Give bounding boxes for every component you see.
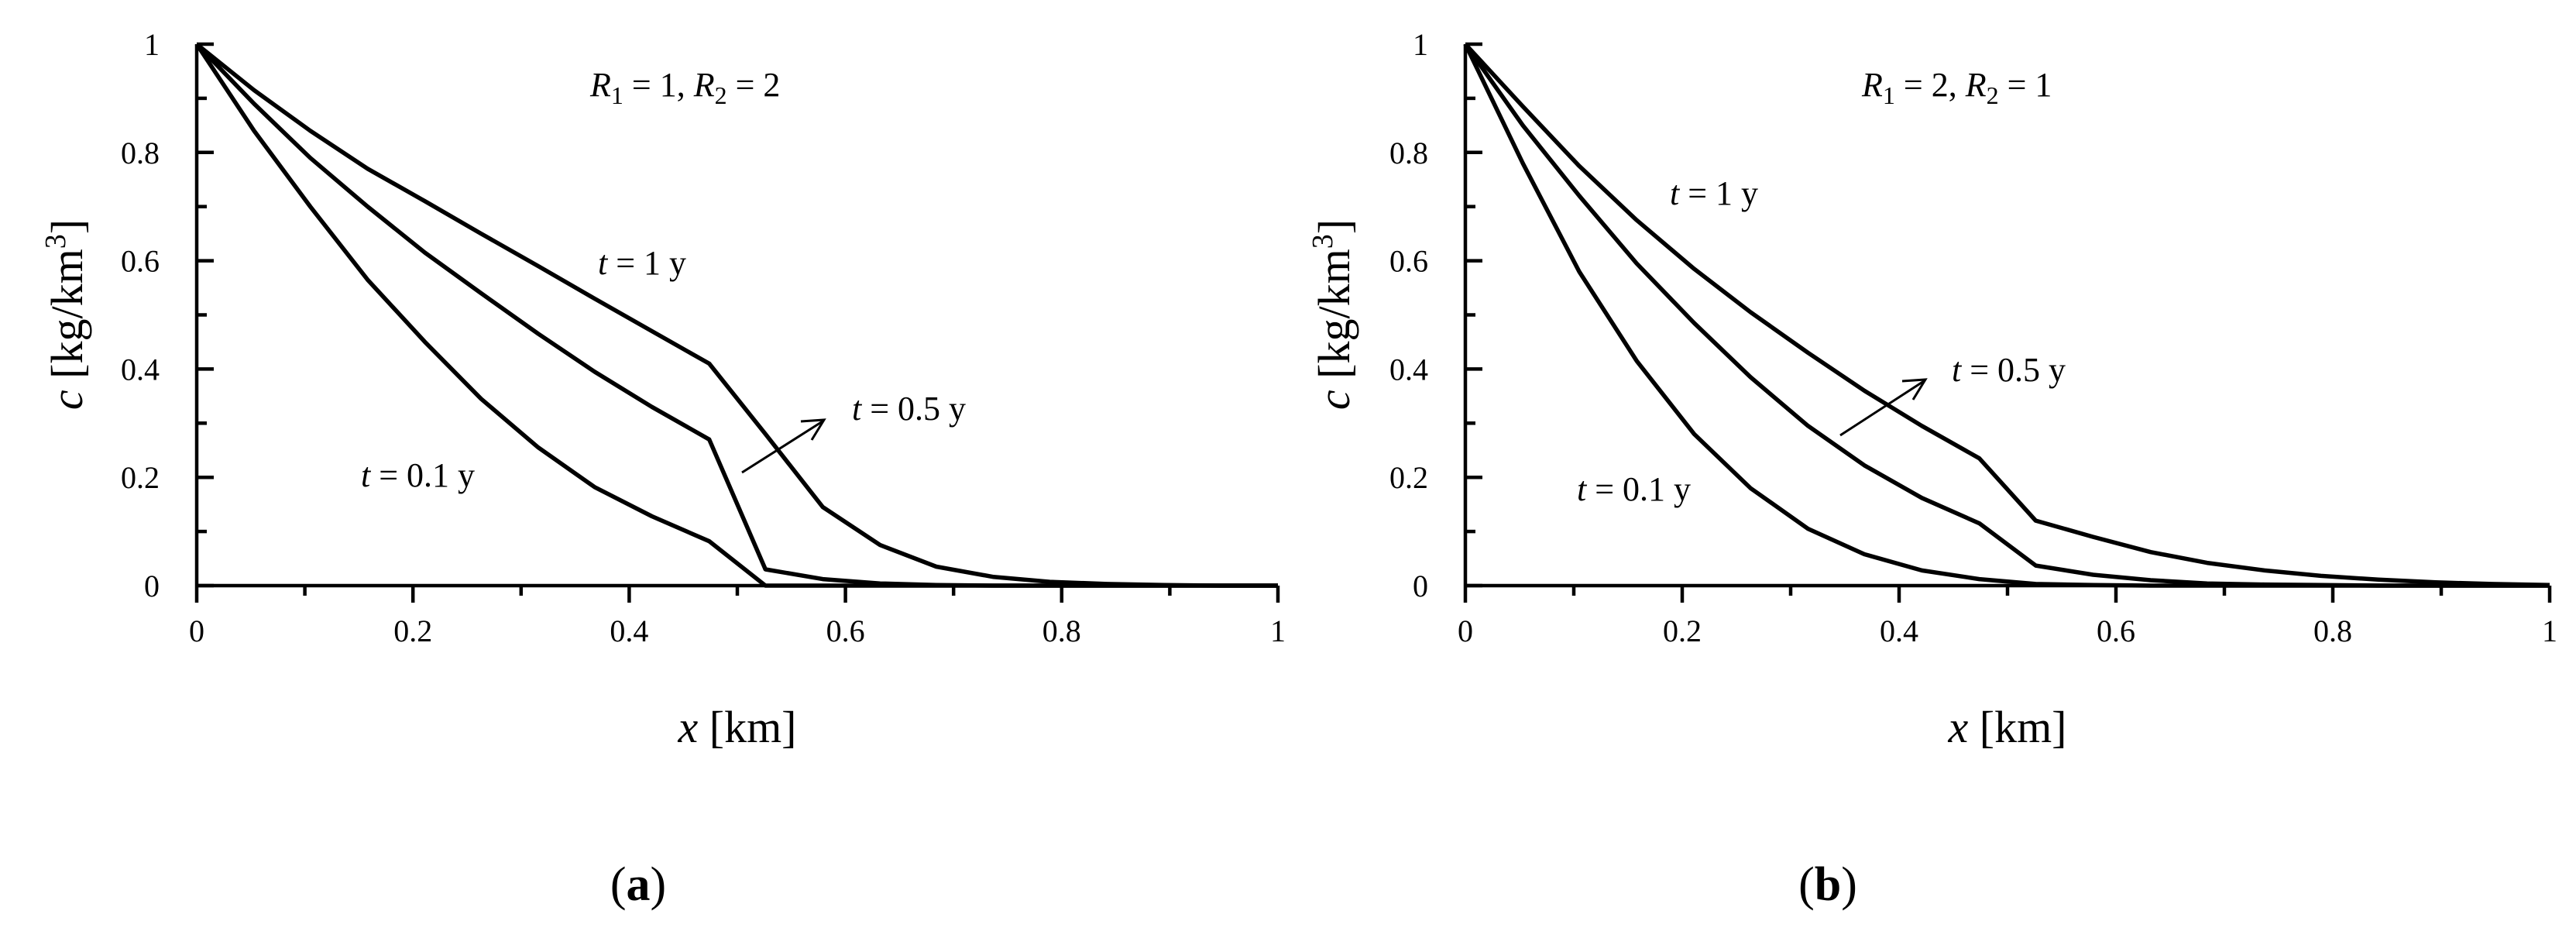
panel-a-ticks [194, 42, 1280, 603]
x-tick-label: 0.6 [826, 614, 865, 648]
y-tick-label: 0.2 [1389, 460, 1428, 495]
x-tick-label: 0.8 [1042, 614, 1081, 648]
y-tick-label: 1 [1413, 27, 1428, 62]
panel-b-label-t1: t = 1 y [1670, 174, 1758, 212]
series-line-t-1-y [195, 42, 1278, 588]
panel-a-label-t01: t = 0.1 y [361, 456, 475, 494]
y-tick-label: 0.6 [121, 244, 160, 279]
panel-a-xlabel: x [km] [678, 702, 797, 752]
y-tick-label: 0.2 [121, 460, 160, 495]
panel-a-tick-labels: 0 0.2 0.4 0.6 0.8 1 0 0.2 0.4 0.6 0.8 1 [121, 27, 1286, 648]
x-tick-label: 0.2 [1663, 614, 1702, 648]
x-tick-label: 0.8 [2313, 614, 2352, 648]
panel-a-ylabel: c [kg/km3] [39, 219, 92, 410]
series-line-t-1-y [1463, 43, 2550, 588]
panel-b: 0 0.2 0.4 0.6 0.8 1 0 0.2 0.4 0.6 0.8 1 R1 = 2, R2 … [1307, 27, 2557, 911]
panel-b-label-t01: t = 0.1 y [1577, 470, 1691, 508]
panel-b-ylabel: c [kg/km3] [1307, 219, 1359, 410]
y-tick-label: 0.8 [121, 136, 160, 170]
x-tick-label: 0 [189, 614, 204, 648]
panel-a-label-t05: t = 0.5 y [852, 390, 966, 428]
series-line-t-0-5-y [195, 43, 1278, 588]
x-tick-label: 0.2 [393, 614, 432, 648]
y-tick-label: 0.6 [1389, 244, 1428, 279]
y-tick-label: 1 [144, 27, 160, 62]
panel-a-label-t1: t = 1 y [598, 244, 686, 282]
panel-a-label: (a) [610, 858, 666, 911]
x-tick-label: 0 [1458, 614, 1473, 648]
panel-a-arrow [741, 418, 826, 474]
panel-b-label: (b) [1798, 858, 1857, 911]
x-tick-label: 1 [2542, 614, 2557, 648]
y-tick-label: 0.8 [1389, 136, 1428, 170]
x-tick-label: 0.4 [1880, 614, 1918, 648]
panel-b-arrow [1839, 378, 1928, 437]
y-tick-label: 0 [1413, 569, 1428, 603]
panel-b-title: R1 = 2, R2 = 1 [1861, 66, 2052, 109]
x-tick-label: 0.6 [2097, 614, 2135, 648]
y-tick-label: 0 [144, 569, 160, 603]
panel-b-label-t05: t = 0.5 y [1952, 351, 2066, 389]
panel-a-curves [194, 42, 1278, 588]
panel-a-title: R1 = 1, R2 = 2 [589, 66, 780, 109]
panel-b-ticks [1463, 42, 2552, 603]
x-tick-label: 0.4 [610, 614, 648, 648]
x-tick-label: 1 [1270, 614, 1286, 648]
panel-b-tick-labels: 0 0.2 0.4 0.6 0.8 1 0 0.2 0.4 0.6 0.8 1 [1389, 27, 2557, 648]
panel-a: 0 0.2 0.4 0.6 0.8 1 0 0.2 0.4 0.6 0.8 1 R1 = 1, R2 … [39, 27, 1286, 911]
panel-b-xlabel: x [km] [1948, 702, 2067, 752]
y-tick-label: 0.4 [121, 352, 160, 387]
y-tick-label: 0.4 [1389, 352, 1428, 387]
